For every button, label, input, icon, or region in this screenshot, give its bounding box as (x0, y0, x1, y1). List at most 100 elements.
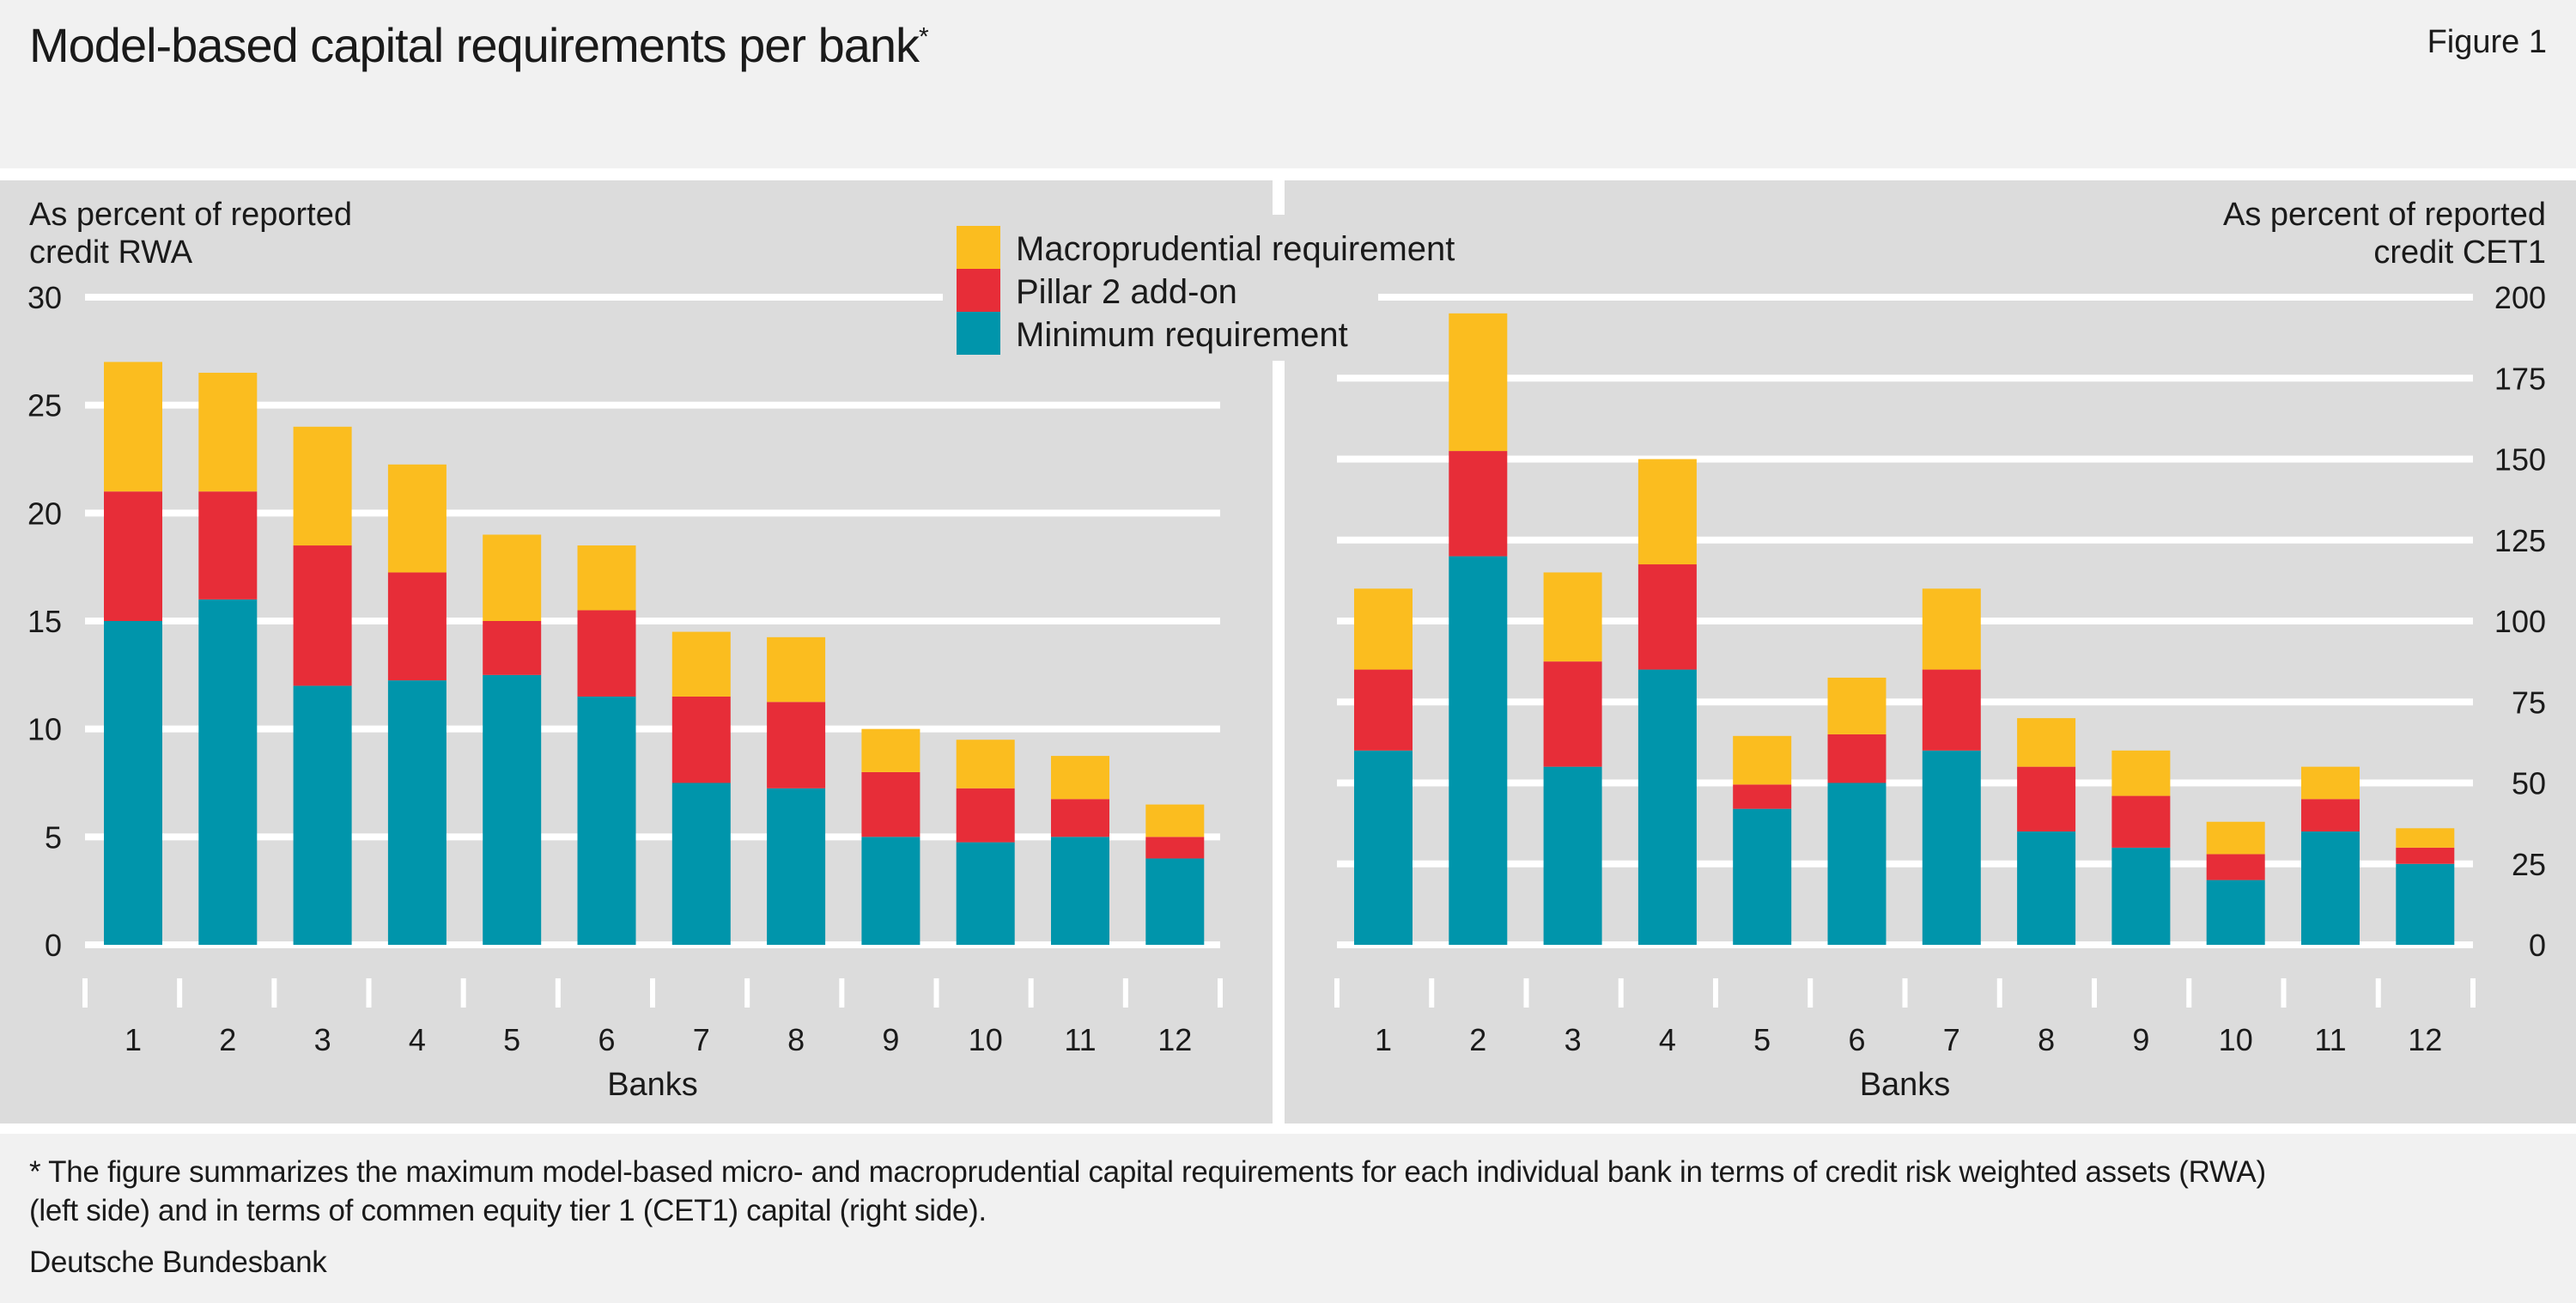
source-label: Deutsche Bundesbank (29, 1245, 327, 1279)
y-tick-label: 5 (45, 819, 62, 855)
bar-segment-minimum-requirement (104, 621, 162, 945)
bar-segment-minimum-requirement (198, 599, 258, 945)
y-tick-label: 175 (2494, 361, 2546, 396)
bar-segment-minimum-requirement (387, 680, 447, 945)
figure-header: Model-based capital requirements per ban… (0, 0, 2576, 168)
gridline (1337, 294, 2473, 301)
x-tick (1334, 978, 1340, 1008)
x-tick (2470, 978, 2476, 1008)
y-axis-label: As percent of reported (29, 197, 352, 233)
gridline (85, 294, 1220, 301)
legend-swatch (957, 269, 1000, 312)
bar-segment-minimum-requirement (483, 674, 542, 945)
bar-segment-macroprudential-requirement (2111, 750, 2171, 796)
bar-segment-macroprudential-requirement (1145, 804, 1205, 837)
bar-segment-minimum-requirement (1145, 858, 1205, 945)
x-tick (1618, 978, 1624, 1008)
figure-number: Figure 1 (2427, 24, 2547, 60)
y-tick-label: 125 (2494, 523, 2546, 558)
y-tick-label: 30 (27, 280, 62, 315)
x-tick (1807, 978, 1814, 1008)
x-tick-label: 3 (314, 1022, 331, 1057)
x-tick (2375, 978, 2381, 1008)
y-tick-label: 50 (2512, 766, 2546, 801)
gridline (1337, 374, 2473, 382)
y-tick-label: 100 (2494, 604, 2546, 639)
x-tick (271, 978, 277, 1008)
bar-segment-minimum-requirement (671, 782, 731, 945)
x-tick (933, 978, 939, 1008)
x-tick-label: 3 (1564, 1022, 1582, 1057)
figure-footer: * The figure summarizes the maximum mode… (0, 1134, 2576, 1303)
bar-segment-minimum-requirement (1543, 766, 1602, 945)
gridline (85, 401, 1220, 409)
bar-segment-pillar-2-add-on (577, 610, 636, 697)
y-axis-label: credit CET1 (2373, 234, 2546, 271)
x-tick (555, 978, 561, 1008)
bar-segment-macroprudential-requirement (1449, 313, 1508, 452)
legend-swatch (957, 226, 1000, 269)
y-tick-label: 200 (2494, 280, 2546, 315)
x-tick-label: 11 (2314, 1022, 2346, 1057)
bar-segment-minimum-requirement (861, 837, 920, 945)
bar-segment-macroprudential-requirement (1637, 459, 1697, 565)
bar-segment-macroprudential-requirement (1051, 756, 1109, 800)
bar-segment-macroprudential-requirement (671, 631, 731, 697)
bar-segment-macroprudential-requirement (198, 372, 258, 492)
bar-segment-minimum-requirement (1051, 837, 1109, 945)
x-tick (2186, 978, 2192, 1008)
bar-segment-macroprudential-requirement (577, 545, 636, 611)
bar-segment-minimum-requirement (1827, 782, 1886, 945)
x-tick-label: 4 (1659, 1022, 1676, 1057)
x-tick (1429, 978, 1435, 1008)
bar-segment-pillar-2-add-on (104, 491, 162, 621)
bar-segment-pillar-2-add-on (1543, 661, 1602, 767)
x-tick (1902, 978, 1908, 1008)
y-tick-label: 20 (27, 496, 62, 531)
bar-segment-macroprudential-requirement (1827, 677, 1886, 734)
bar-segment-pillar-2-add-on (2396, 847, 2455, 864)
bar-segment-macroprudential-requirement (2396, 828, 2455, 848)
bar-segment-minimum-requirement (1637, 669, 1697, 945)
gridline (1337, 860, 2473, 868)
y-tick-label: 0 (45, 928, 62, 963)
x-tick-label: 7 (693, 1022, 710, 1057)
legend: Macroprudential requirement Pillar 2 add-… (943, 215, 1455, 361)
x-tick-label: 5 (503, 1022, 520, 1057)
x-axis-label: Banks (607, 1067, 698, 1103)
footnote-line-2: (left side) and in terms of commen equit… (29, 1194, 987, 1227)
x-tick-label: 6 (1848, 1022, 1865, 1057)
y-tick-label: 25 (2512, 847, 2546, 882)
x-tick-label: 12 (2408, 1022, 2442, 1057)
bar-segment-macroprudential-requirement (1922, 588, 1981, 670)
bar-segment-minimum-requirement (767, 788, 826, 945)
x-tick (650, 978, 655, 1008)
bar-segment-pillar-2-add-on (1354, 669, 1413, 751)
bar-segment-pillar-2-add-on (1449, 451, 1508, 557)
x-tick (1713, 978, 1718, 1008)
bar-segment-pillar-2-add-on (2017, 766, 2076, 832)
gridline (1337, 698, 2473, 706)
bar-segment-pillar-2-add-on (1145, 837, 1205, 859)
y-tick-label: 25 (27, 388, 62, 423)
footnote-marker: * (919, 22, 929, 52)
gridline (1337, 618, 2473, 624)
x-tick (1122, 978, 1128, 1008)
bar-segment-macroprudential-requirement (2301, 766, 2360, 800)
bar-segment-pillar-2-add-on (2111, 795, 2171, 848)
y-tick-label: 10 (27, 712, 62, 747)
x-tick-label: 2 (219, 1022, 236, 1057)
y-tick-label: 150 (2494, 442, 2546, 478)
x-tick (177, 978, 183, 1008)
y-tick-label: 75 (2512, 685, 2546, 720)
bar-segment-minimum-requirement (2017, 831, 2076, 945)
gridline (85, 509, 1220, 517)
legend-label: Pillar 2 add-on (1016, 273, 1237, 311)
x-tick (839, 978, 845, 1008)
x-tick (1996, 978, 2002, 1008)
bar-segment-pillar-2-add-on (1051, 799, 1109, 837)
gridline (85, 833, 1220, 841)
x-tick (2281, 978, 2287, 1008)
bar-segment-pillar-2-add-on (1827, 734, 1886, 783)
x-tick-label: 1 (1375, 1022, 1392, 1057)
